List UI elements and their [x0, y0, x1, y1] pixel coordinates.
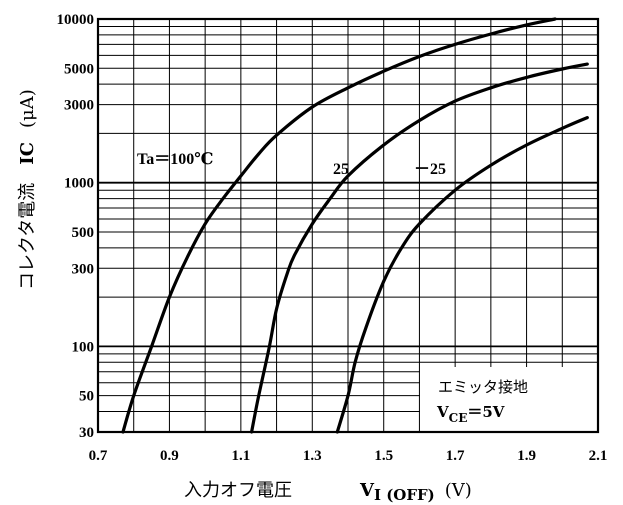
y-tick-label: 300	[72, 261, 95, 277]
y-axis-unit: (μA)	[17, 89, 38, 128]
x-axis-unit: (V)	[445, 480, 472, 501]
legend-box-background	[420, 367, 598, 432]
x-axis-label: 入力オフ電圧	[184, 480, 292, 501]
x-axis-title: 入力オフ電圧 VI (OFF) (V)	[184, 480, 472, 504]
plot-frame	[96, 17, 600, 434]
x-axis-subscript: I (OFF)	[374, 486, 435, 504]
y-tick-label: 500	[72, 225, 95, 241]
x-axis-symbol: V	[359, 480, 375, 501]
curve-label-minus25: －25	[414, 161, 446, 178]
series-line-2	[335, 116, 589, 434]
y-axis-title: コレクタ電流 IC (μA)	[17, 89, 38, 290]
series-line-1	[250, 62, 589, 434]
x-tick-label: 2.1	[589, 448, 608, 464]
x-tick-labels: 0.7 0.9 1.1 1.3 1.5 1.7 1.9 2.1	[89, 448, 608, 464]
x-tick-label: 1.1	[231, 448, 250, 464]
curve-label-100c: Ta＝100℃	[137, 151, 213, 168]
y-axis-symbol: IC	[17, 142, 38, 165]
y-tick-labels: 30 50 100 300 500 1000 3000 5000 10000	[57, 12, 95, 441]
x-tick-label: 1.9	[517, 448, 536, 464]
vce-symbol: V	[436, 403, 449, 421]
y-axis-label: コレクタ電流	[17, 183, 38, 290]
vce-value: ＝5V	[467, 403, 504, 421]
series-line-0	[121, 17, 557, 434]
x-tick-label: 1.5	[374, 448, 393, 464]
y-tick-label: 100	[72, 339, 95, 355]
y-tick-label: 5000	[64, 61, 94, 77]
y-tick-label: 3000	[64, 98, 94, 114]
y-tick-label: 30	[79, 425, 94, 441]
vce-condition: VCE＝5V	[436, 403, 505, 425]
x-tick-label: 1.7	[446, 448, 465, 464]
y-tick-label: 1000	[64, 176, 94, 192]
grounded-emitter-note: エミッタ接地	[438, 378, 528, 396]
curves	[121, 17, 589, 434]
x-tick-label: 1.3	[303, 448, 322, 464]
x-tick-label: 0.7	[89, 448, 108, 464]
vce-subscript: CE	[449, 411, 468, 425]
x-tick-label: 0.9	[160, 448, 179, 464]
curve-label-25: 25	[333, 161, 349, 178]
y-tick-label: 10000	[57, 12, 95, 28]
y-tick-label: 50	[79, 389, 94, 405]
